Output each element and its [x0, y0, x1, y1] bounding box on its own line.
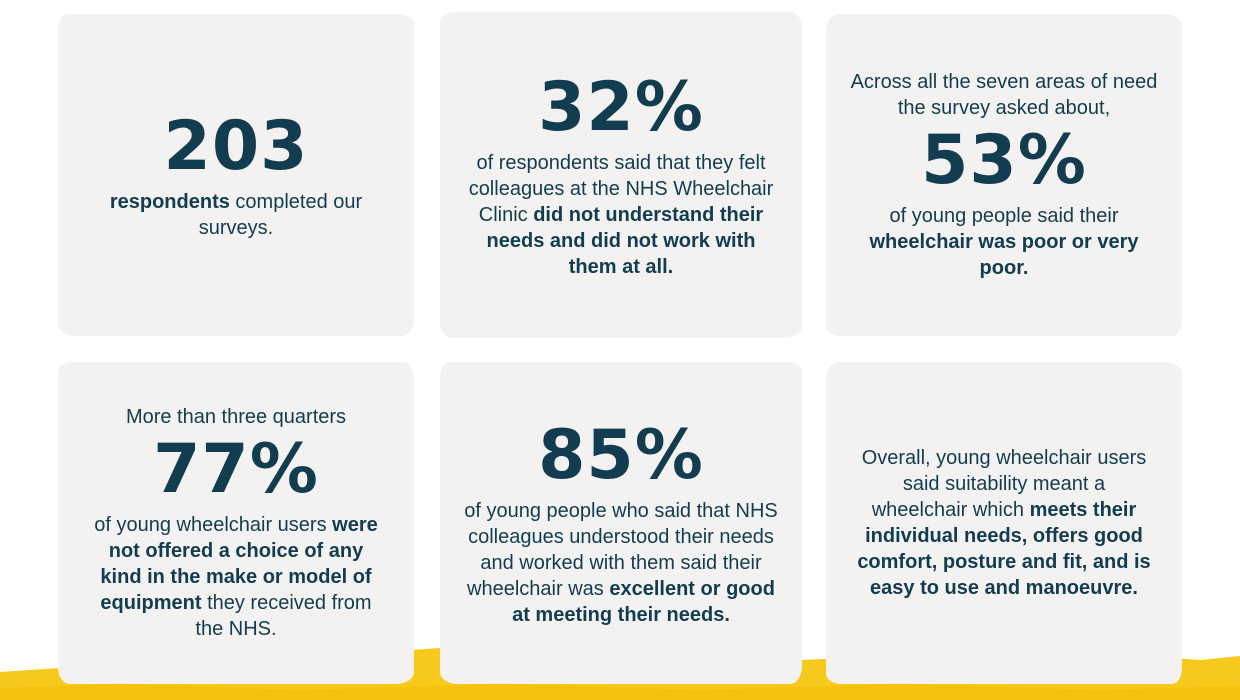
stat-value: 32% [538, 68, 704, 148]
stat-description: Overall, young wheelchair users said sui… [854, 445, 1154, 601]
stat-description-before: of respondents said that they felt colle… [468, 151, 774, 226]
stat-description-before: of young people who said that NHS collea… [464, 499, 778, 600]
stat-card-good-wheelchair: 85% of young people who said that NHS co… [440, 362, 802, 684]
stat-description-bold: excellent or good at meeting their needs… [512, 577, 775, 626]
stat-value: 77% [153, 430, 319, 510]
stat-description: of young people said their wheelchair wa… [854, 203, 1154, 281]
stat-card-not-understood: 32% of respondents said that they felt c… [440, 12, 802, 338]
stat-description-before: Overall, young wheelchair users said sui… [861, 447, 1147, 521]
stat-description: respondents completed our surveys. [106, 189, 366, 241]
stat-card-poor-wheelchair: Across all the seven areas of need the s… [826, 14, 1182, 336]
stat-intro: Across all the seven areas of need the s… [850, 71, 1158, 120]
stat-description-after: completed our surveys. [198, 190, 363, 239]
stat-description-bold: did not understand their needs and did n… [486, 203, 764, 278]
stat-description-bold: wheelchair was poor or very poor. [869, 230, 1139, 279]
stat-description-bold: respondents [109, 190, 230, 213]
stat-intro: More than three quarters [125, 406, 347, 429]
stat-description-bold: meets their individual needs, offers goo… [857, 499, 1151, 599]
stat-value: 203 [163, 107, 309, 187]
stat-description-after: they received from the NHS. [195, 591, 372, 640]
stat-description: of young people who said that NHS collea… [461, 498, 781, 628]
stat-description-bold: were not offered a choice of any kind in… [100, 513, 378, 614]
stat-description-before: of young wheelchair users [94, 513, 333, 536]
stat-description: of respondents said that they felt colle… [461, 150, 781, 280]
stat-card-suitability: Overall, young wheelchair users said sui… [826, 362, 1182, 684]
stat-card-respondents: 203 respondents completed our surveys. [58, 14, 414, 336]
stat-description-before: of young people said their [889, 204, 1119, 227]
stat-value: 53% [921, 121, 1087, 201]
stat-value: 85% [538, 416, 704, 496]
stat-description: of young wheelchair users were not offer… [86, 512, 386, 642]
stat-card-no-choice: More than three quarters 77% of young wh… [58, 362, 414, 684]
